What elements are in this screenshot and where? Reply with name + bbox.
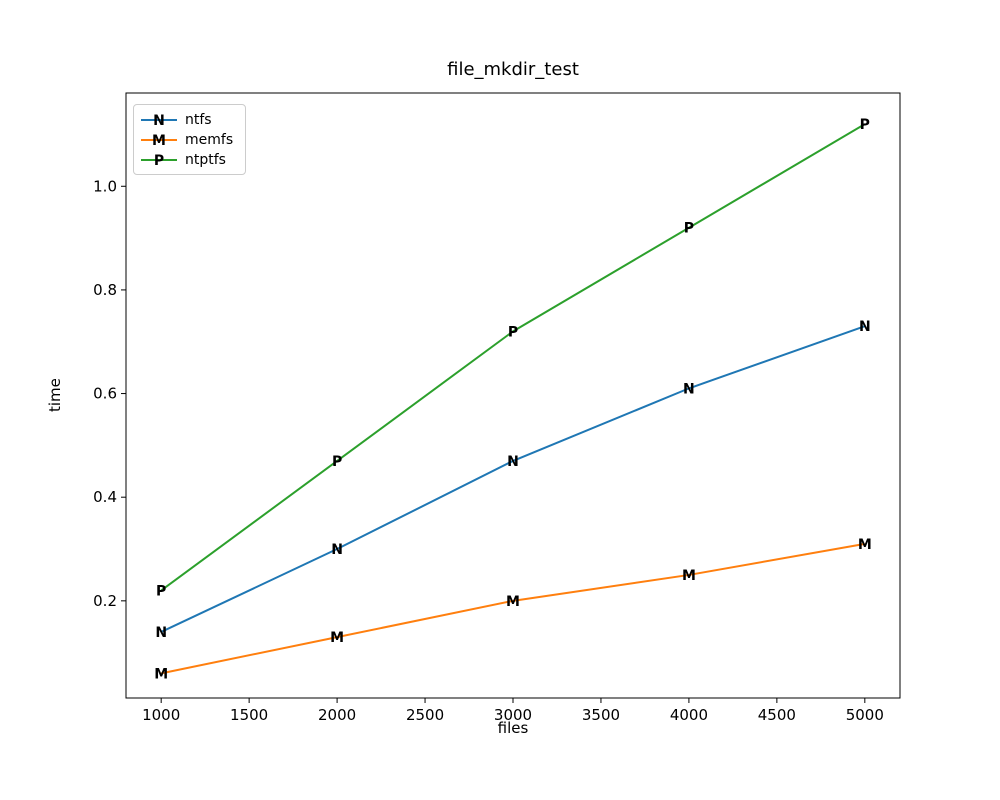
- marker-M-icon: M: [506, 594, 520, 610]
- marker-N-icon: N: [683, 381, 695, 397]
- legend-line-sample: P: [141, 153, 177, 168]
- x-tick-label: 1000: [142, 706, 180, 724]
- legend-marker-N-icon: N: [153, 113, 165, 128]
- x-tick-label: 2500: [406, 706, 444, 724]
- series-line-memfs: [160, 542, 865, 675]
- marker-N-icon: N: [331, 542, 343, 558]
- marker-P-icon: P: [684, 221, 694, 237]
- x-tick-label: 3500: [582, 706, 620, 724]
- series-line-ntptfs: [160, 123, 866, 592]
- x-axis-label: files: [497, 719, 529, 737]
- x-tick-label: 4500: [758, 706, 796, 724]
- legend-label: memfs: [185, 131, 234, 148]
- x-tick-label: 1500: [230, 706, 268, 724]
- chart-title: file_mkdir_test: [447, 59, 579, 80]
- x-tick-label: 5000: [846, 706, 884, 724]
- marker-P-icon: P: [860, 117, 870, 133]
- marker-N-icon: N: [507, 454, 519, 470]
- marker-P-icon: P: [508, 324, 518, 340]
- marker-M-icon: M: [858, 537, 872, 553]
- legend-marker-M-icon: M: [152, 133, 166, 148]
- x-tick-label: 3000: [494, 706, 532, 724]
- marker-M-icon: M: [682, 568, 696, 584]
- y-tick-label: 0.8: [93, 281, 117, 299]
- marker-M-icon: M: [154, 666, 168, 682]
- legend-line-sample: N: [141, 113, 177, 128]
- legend-label: ntptfs: [185, 151, 226, 168]
- y-tick-label: 0.4: [93, 488, 117, 506]
- legend-label: ntfs: [185, 111, 212, 128]
- legend-marker-P-icon: P: [154, 153, 164, 168]
- legend-line-sample: M: [141, 133, 177, 148]
- marker-P-icon: P: [156, 583, 166, 599]
- y-tick-label: 1.0: [93, 177, 117, 195]
- x-tick-label: 2000: [318, 706, 356, 724]
- series-line-ntfs: [160, 325, 866, 633]
- y-tick-label: 0.6: [93, 385, 117, 403]
- marker-N-icon: N: [859, 319, 871, 335]
- marker-P-icon: P: [332, 454, 342, 470]
- y-tick-label: 0.2: [93, 592, 117, 610]
- x-tick-label: 4000: [670, 706, 708, 724]
- y-axis-label: time: [46, 378, 64, 413]
- marker-M-icon: M: [330, 630, 344, 646]
- marker-N-icon: N: [155, 625, 167, 641]
